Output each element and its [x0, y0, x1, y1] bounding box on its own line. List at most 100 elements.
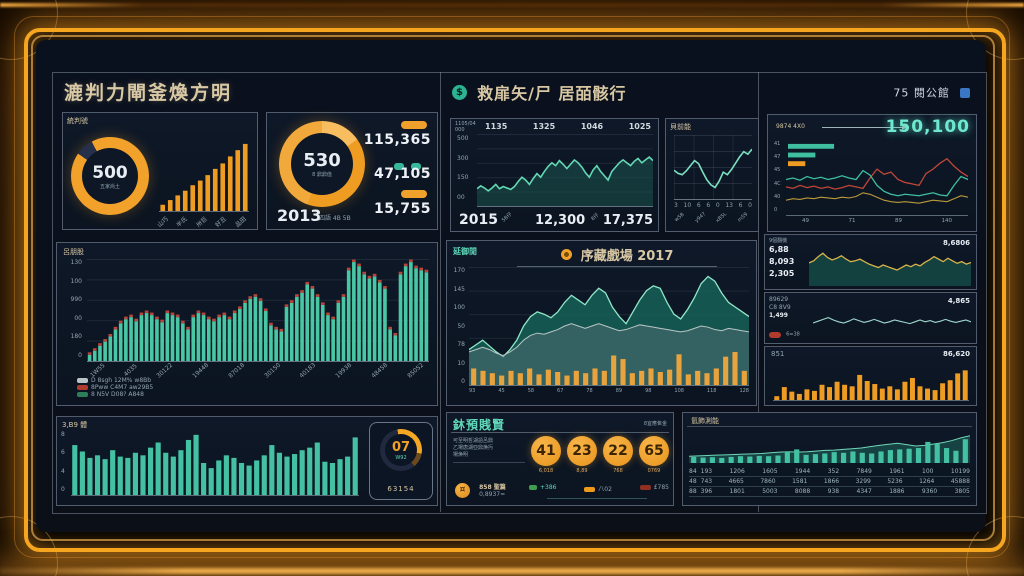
kpi-2-label: 8,89	[576, 468, 588, 474]
panel-k-label: 851	[771, 350, 785, 358]
main-bar-chart	[87, 259, 429, 362]
panel-e-x1: 2015	[459, 212, 498, 228]
panel-f-ylabels: 170 145 100 50 78 10 0	[453, 267, 465, 385]
panel-j-right-value: 4,865	[947, 297, 970, 305]
panel-i-right-value: 8,6806	[942, 239, 970, 247]
mid-line-chart	[477, 134, 653, 207]
donut-gauge-500: 500 五家尚土	[71, 137, 149, 215]
panel-e-corner: 1105/04 000	[455, 121, 476, 133]
mini-teal-chart	[813, 305, 971, 335]
panel-main-area: 延御閒 序藏戲場 2017 170 145 100 50 78 10 0 93 45 58 67 7…	[446, 240, 757, 406]
panel-kpi: 鈢預賎賢 8宜應隹金 可至明哲湖語呂鼎 乙場唐湖亞鼎煥扝 場煥明 41 6,018 2…	[446, 412, 674, 506]
gauge-footer: 63154	[387, 485, 415, 493]
panel-e-xsmall-1: 5B仔	[500, 211, 514, 224]
panel-l-underline	[687, 426, 972, 427]
panel-mini-teal: 89629 C8 8V9 1,499 6=38 4,865	[764, 292, 977, 344]
kpi-1: 41 6,018	[531, 436, 561, 474]
panel-j-labels: 89629 C8 8V9 1,499	[769, 296, 791, 319]
table-row: 84 193 1206 1605 1944 352 7849 1961 100 10199	[689, 468, 970, 477]
panel-g-text-block: 可至明哲湖語呂鼎 乙場唐湖亞鼎煥扝 場煥明	[453, 438, 525, 463]
stat-value-1: 115,365	[363, 132, 431, 148]
right-header: 75 閱公館	[893, 82, 970, 101]
legend-green: +386	[529, 484, 556, 493]
donut-500-sub: 五家尚土	[99, 183, 120, 190]
bottom-left-bar-chart	[71, 431, 359, 496]
panel-g-header-right: 8宜應隹金	[643, 421, 667, 427]
panel-j-pill: 6=38	[769, 324, 800, 343]
panel-h-xticks: 49 71 89 140	[802, 218, 952, 224]
footer-coin-icon: ¤	[455, 483, 470, 498]
kpi-3-label: 768	[613, 468, 623, 474]
top-glow-edge	[0, 3, 1024, 7]
column-divider-1	[440, 72, 441, 512]
panel-gauge-530: 530 8 鼎鼎值 2013 四語 4B 5B 115,365 47,105 1…	[266, 112, 438, 230]
legend-orange: 八02	[584, 484, 612, 493]
horizontal-bars	[788, 142, 860, 168]
table-row: 48 743 4665 7860 1581 1866 3299 5236 1264 45888	[689, 478, 970, 487]
stat-pill-orange-1	[401, 121, 427, 129]
kpi-2-value: 23	[567, 436, 597, 466]
kpi-1-label: 6,018	[538, 468, 554, 474]
panel-mini-yellow: 9個翻機 6,88 8,093 2,305 8,6806	[764, 234, 977, 290]
panel-l-label: 氫飾測能	[691, 417, 719, 425]
ascending-bar-xlabels: 山巧 半氏 卅巨 好丑 品田	[156, 215, 248, 229]
panel-h-label: 9874 4X0	[776, 123, 805, 130]
coin-icon: $	[452, 84, 467, 100]
gauge-sub: W92	[395, 454, 407, 461]
frame-outer-line	[14, 16, 1010, 558]
sparkline-chart	[674, 135, 752, 200]
donut-gauge-530: 530 8 鼎鼎值	[279, 121, 365, 207]
arrow-line	[822, 127, 904, 128]
panel-k-right-value: 86,620	[942, 350, 970, 358]
panel-multiline: 9874 4X0 150,100 41 47 45 4C 40 0 49 71 89 140	[767, 114, 977, 232]
blue-square-icon	[960, 87, 970, 98]
panel-i-label: 9個翻機	[769, 238, 788, 244]
mini-orange-bar-chart	[773, 362, 969, 401]
legend-label-3: 8 N5V D08? A848	[91, 391, 144, 398]
spark-label: 貝前能	[670, 123, 691, 131]
donut-530-sub: 8 鼎鼎值	[312, 172, 332, 178]
panel-f-header: 序藏戲場 2017	[517, 244, 717, 267]
table-row: 88 396 1801 5003 8088 938 4347 1886 9360 3805	[689, 488, 970, 497]
kpi-3: 22 768	[603, 436, 633, 474]
frame-inner-line	[31, 35, 995, 541]
main-area-chart	[469, 267, 749, 386]
panel-c-legend: D 8sgh 12M% w8Bb 8Pww C4M7 aw29B5 8 N5V …	[77, 377, 153, 398]
legend-label-2: 8Pww C4M7 aw29B5	[91, 384, 154, 391]
page-title: 漉判力閘釜煥方明	[64, 82, 233, 104]
big-metric-value: 150,100	[885, 117, 970, 137]
panel-mid-line: 1105/04 000 1135 1325 1046 1025 500 300 150 00 …	[450, 118, 659, 232]
donut-530-value: 530	[303, 150, 341, 171]
mid-header: $ 救扉矢/尸 居皕骸行	[452, 80, 627, 104]
legend-dot-red	[77, 385, 88, 390]
panel-f-title: 序藏戲場 2017	[580, 249, 674, 264]
mid-header-title: 救扉矢/尸 居皕骸行	[477, 84, 627, 103]
stat-value-2: 47,105	[373, 166, 431, 182]
year-label: 2013	[277, 206, 322, 225]
kpi-4-value: 65	[639, 436, 669, 466]
legend-dot-gray	[77, 378, 88, 383]
bottom-glow-edge	[0, 568, 1024, 574]
panel-c-label: 呂朋股	[63, 248, 84, 256]
legend-label-1: D 8sgh 12M% w8Bb	[91, 377, 152, 384]
circular-gauge: 07 W92	[380, 429, 422, 471]
ascending-bar-chart	[159, 133, 249, 212]
panel-f-underline	[517, 266, 717, 267]
panel-g-footer: ¤ 858 聖篇 0,8937=	[455, 480, 506, 499]
panel-g-legend: +386 八02 £785	[529, 484, 669, 493]
dashboard-content: 漉判力閘釜煥方明 統判號 500 五家尚土 山巧 半氏 卅巨 好丑 品田 530 8 鼎…	[40, 52, 987, 516]
kpi-circles: 41 6,018 23 8,89 22 768 65 0769	[531, 436, 669, 474]
panel-g-footer-text: 858 聖篇 0,8937=	[479, 483, 506, 498]
panel-g-divider	[451, 432, 669, 433]
panel-e-ylabels: 500 300 150 00	[457, 135, 469, 201]
panel-f-xlabels: 93 45 58 67 78 89 98 108 118 128	[469, 388, 749, 394]
spark-ticks: 3 10 6 6 0 13 6 0	[674, 202, 752, 209]
data-table: 84 193 1206 1605 1944 352 7849 1961 100 10199 48 7…	[689, 467, 970, 497]
panel-e-xsmall-2: 8仔	[590, 212, 601, 223]
orange-dot-icon	[560, 249, 572, 260]
year-sub-label: 四語 4B 5B	[319, 215, 351, 222]
panel-table: 氫飾測能 84 193 1206 1605 1944 352 7849 1961 100 1019…	[682, 412, 977, 506]
kpi-4: 65 0769	[639, 436, 669, 474]
